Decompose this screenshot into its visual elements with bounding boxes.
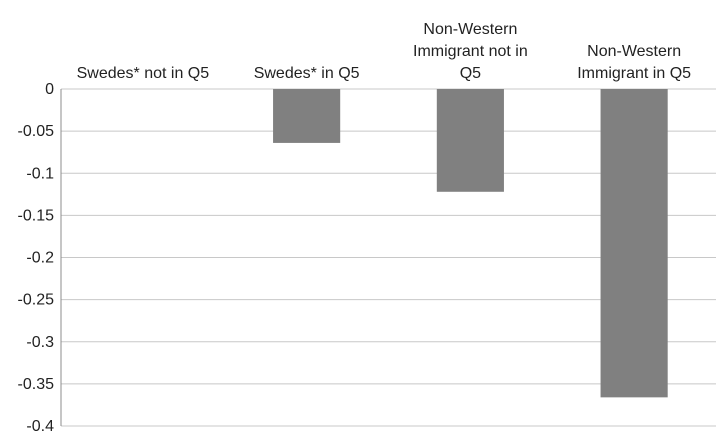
category-labels: Swedes* not in Q5 Swedes* in Q5 Non-Wester…: [77, 21, 692, 82]
y-tick-label: -0.35: [18, 376, 55, 393]
y-tick-label: -0.15: [18, 207, 55, 224]
y-tick-label: -0.25: [18, 292, 55, 309]
category-label: Non-Western Immigrant in Q5: [577, 43, 691, 82]
category-label: Non-Western Immigrant not in Q5: [413, 21, 528, 82]
y-tick-label: 0: [45, 81, 54, 98]
bar: [436, 89, 504, 192]
y-axis-tick-labels: 0 -0.05 -0.1 -0.15 -0.2 -0.25 -0.3 -0.35 -0.4: [18, 81, 55, 435]
y-tick-label: -0.05: [18, 123, 55, 140]
bar: [600, 89, 668, 398]
bar: [273, 89, 341, 143]
bars: [273, 89, 668, 398]
gridlines: [61, 88, 716, 427]
y-tick-label: -0.3: [26, 334, 54, 351]
y-tick-label: -0.4: [26, 418, 54, 435]
y-tick-label: -0.2: [26, 250, 54, 267]
category-label: Swedes* in Q5: [254, 65, 360, 82]
y-tick-label: -0.1: [26, 165, 54, 182]
category-label: Swedes* not in Q5: [77, 65, 210, 82]
